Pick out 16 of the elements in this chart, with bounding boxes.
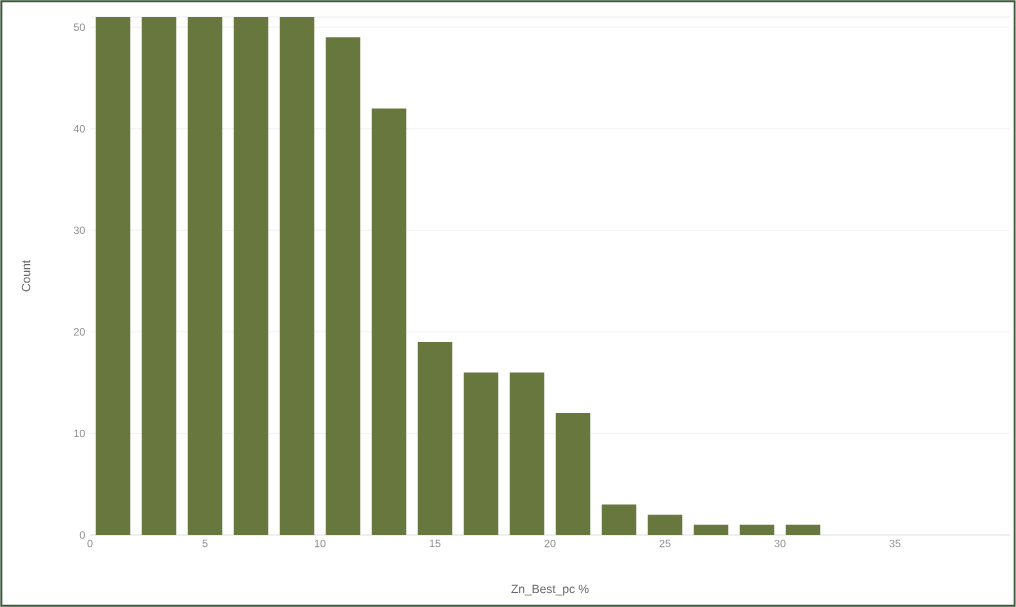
x-tick-label: 0 <box>87 539 93 548</box>
x-tick-label: 20 <box>544 539 556 548</box>
x-tick-label: 5 <box>202 539 208 548</box>
x-axis-title: Zn_Best_pc % <box>511 584 589 596</box>
y-tick-label: 40 <box>73 124 85 133</box>
y-axis-title: Count <box>21 260 31 292</box>
x-tick-label: 30 <box>774 539 786 548</box>
y-tick-label: 20 <box>73 328 85 336</box>
x-tick-label: 10 <box>314 539 326 548</box>
x-tick-label: 25 <box>659 539 671 548</box>
x-tick-label: 35 <box>889 539 901 548</box>
y-tick-label: 50 <box>73 23 85 31</box>
y-tick-label: 30 <box>73 226 85 235</box>
x-tick-label: 15 <box>429 539 441 548</box>
y-tick-label: 10 <box>74 429 85 438</box>
y-tick-label: 0 <box>79 531 85 539</box>
